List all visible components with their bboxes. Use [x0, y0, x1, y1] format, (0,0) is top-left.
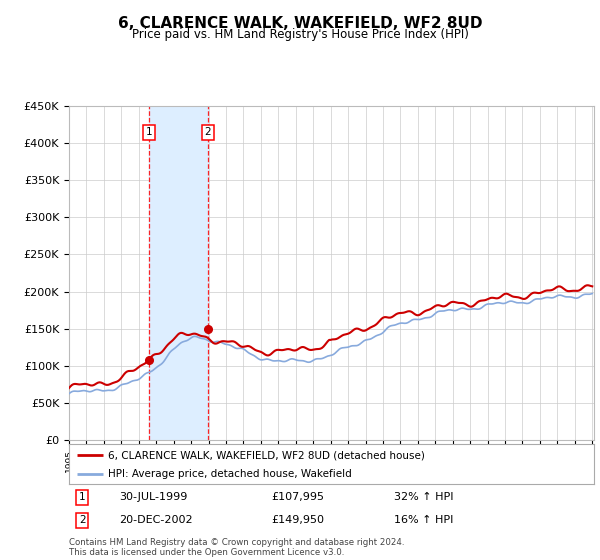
Text: Price paid vs. HM Land Registry's House Price Index (HPI): Price paid vs. HM Land Registry's House … [131, 28, 469, 41]
Text: 30-JUL-1999: 30-JUL-1999 [119, 492, 187, 502]
Text: HPI: Average price, detached house, Wakefield: HPI: Average price, detached house, Wake… [109, 469, 352, 479]
Text: 1: 1 [146, 127, 152, 137]
Bar [149, 106, 208, 440]
Text: 2: 2 [79, 515, 85, 525]
Text: 20-DEC-2002: 20-DEC-2002 [119, 515, 193, 525]
Text: 6, CLARENCE WALK, WAKEFIELD, WF2 8UD (detached house): 6, CLARENCE WALK, WAKEFIELD, WF2 8UD (de… [109, 450, 425, 460]
Text: 6, CLARENCE WALK, WAKEFIELD, WF2 8UD: 6, CLARENCE WALK, WAKEFIELD, WF2 8UD [118, 16, 482, 31]
Text: 2: 2 [205, 127, 211, 137]
Text: 1: 1 [79, 492, 85, 502]
Text: 16% ↑ HPI: 16% ↑ HPI [395, 515, 454, 525]
Text: £149,950: £149,950 [271, 515, 324, 525]
Text: Contains HM Land Registry data © Crown copyright and database right 2024.
This d: Contains HM Land Registry data © Crown c… [69, 538, 404, 557]
Text: £107,995: £107,995 [271, 492, 324, 502]
Text: 32% ↑ HPI: 32% ↑ HPI [395, 492, 454, 502]
